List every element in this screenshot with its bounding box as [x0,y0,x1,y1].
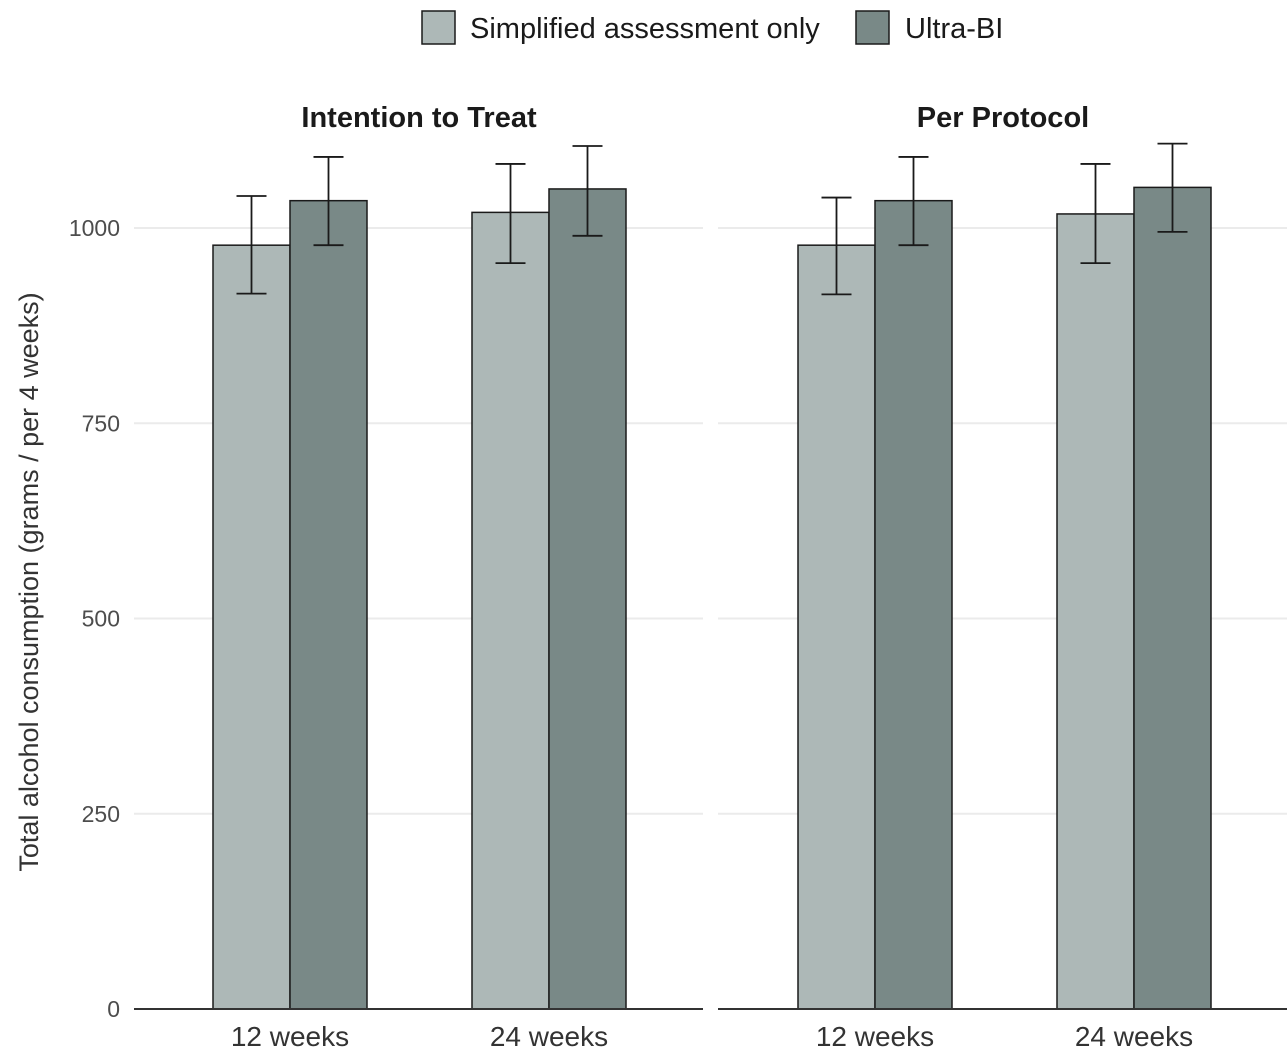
error-bar [572,145,603,237]
error-bar [313,156,344,247]
y-tick-label: 500 [82,606,120,632]
legend: Simplified assessment only Ultra-BI [421,10,1003,45]
bar [1056,213,1135,1010]
x-tick-label: 24 weeks [490,1021,608,1052]
y-tick-labels: 0 250 500 750 1000 [69,215,120,1022]
facet-title: Per Protocol [917,102,1089,134]
y-tick-label: 0 [107,996,120,1022]
error-bar [1080,163,1111,265]
error-bar [236,195,267,295]
x-tick-label: 12 weeks [816,1021,934,1052]
bar [874,199,953,1010]
bar [797,244,876,1010]
legend-swatch-ultra-bi [855,10,890,45]
error-bar [821,196,852,296]
facet-title: Intention to Treat [301,102,537,134]
bar [471,211,550,1010]
legend-label-ultra-bi: Ultra-BI [905,13,1003,45]
legend-label-simplified: Simplified assessment only [470,13,820,45]
legend-swatch-simplified [421,10,456,45]
bar [289,199,368,1010]
y-tick-label: 750 [82,410,120,436]
bar [212,244,291,1010]
y-tick-label: 250 [82,801,120,827]
y-axis-title: Total alcohol consumption (grams / per 4… [14,292,44,871]
facet-panel: Intention to Treat 12 weeks 24 weeks [134,102,703,1052]
x-tick-label: 24 weeks [1075,1021,1193,1052]
x-tick-label: 12 weeks [231,1021,349,1052]
error-bar [1157,142,1188,233]
facet-panel: Per Protocol 12 weeks 24 weeks [718,102,1287,1052]
y-tick-label: 1000 [69,215,120,241]
error-bar [898,156,929,247]
bar [548,188,627,1010]
bar [1133,186,1212,1010]
error-bar [495,163,526,265]
